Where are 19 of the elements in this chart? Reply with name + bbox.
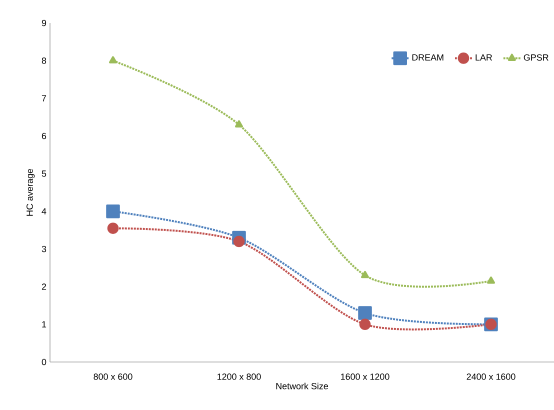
legend-label: LAR: [476, 54, 492, 61]
y-axis-title: HC average: [26, 168, 35, 216]
x-axis-title: Network Size: [276, 382, 328, 390]
x-tick-label: 2400 x 1600: [466, 374, 516, 380]
y-tick-label: 9: [42, 20, 46, 26]
x-tick-label: 1600 x 1200: [341, 374, 390, 380]
x-tick-label: 800 x 600: [94, 374, 132, 380]
y-tick-label: 3: [42, 246, 46, 252]
legend-label: GPSR: [524, 54, 548, 61]
y-tick-label: 2: [42, 284, 46, 290]
y-tick-label: 4: [42, 208, 46, 214]
y-tick-label: 5: [42, 170, 46, 177]
y-tick-label: 8: [42, 57, 46, 64]
x-tick-label: 1200 x 800: [218, 374, 261, 380]
y-tick-label: 0: [42, 358, 46, 366]
y-tick-label: 1: [42, 321, 46, 328]
y-tick-label: 7: [42, 95, 46, 102]
legend-label: DREAM: [412, 54, 444, 61]
y-tick-label: 6: [42, 132, 46, 140]
